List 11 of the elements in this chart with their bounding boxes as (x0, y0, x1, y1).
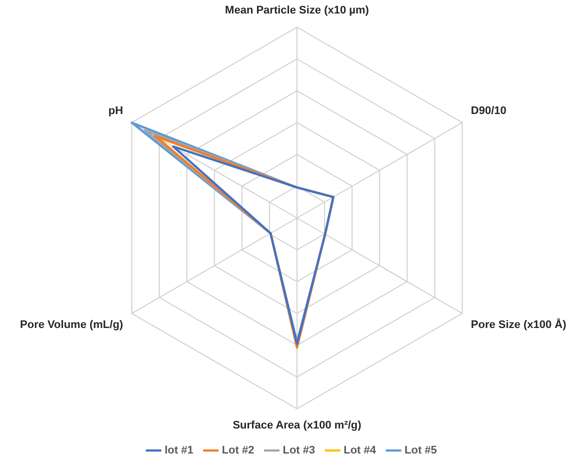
legend-label: Lot #5 (404, 444, 437, 457)
spoke-label: D90/10 (470, 105, 506, 118)
spoke-label: Pore Size (x100 Å) (470, 318, 567, 332)
legend-label: Lot #3 (282, 444, 316, 457)
legend-label: Lot #4 (344, 444, 377, 457)
legend-label: Lot #2 (222, 444, 254, 457)
spoke-label: pH (108, 105, 124, 118)
spoke-label: Pore Volume (mL/g) (20, 319, 124, 332)
legend-label: lot #1 (164, 444, 194, 457)
spoke-label: Mean Particle Size (x10 µm) (225, 4, 370, 17)
spoke-label: Surface Area (x100 m²/g) (232, 419, 362, 432)
